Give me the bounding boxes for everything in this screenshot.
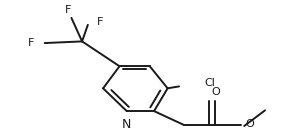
- Text: F: F: [65, 5, 72, 15]
- Text: O: O: [245, 119, 254, 128]
- Text: F: F: [97, 17, 103, 27]
- Text: N: N: [122, 118, 131, 131]
- Text: F: F: [28, 38, 34, 47]
- Text: Cl: Cl: [204, 78, 215, 88]
- Text: O: O: [211, 87, 220, 97]
